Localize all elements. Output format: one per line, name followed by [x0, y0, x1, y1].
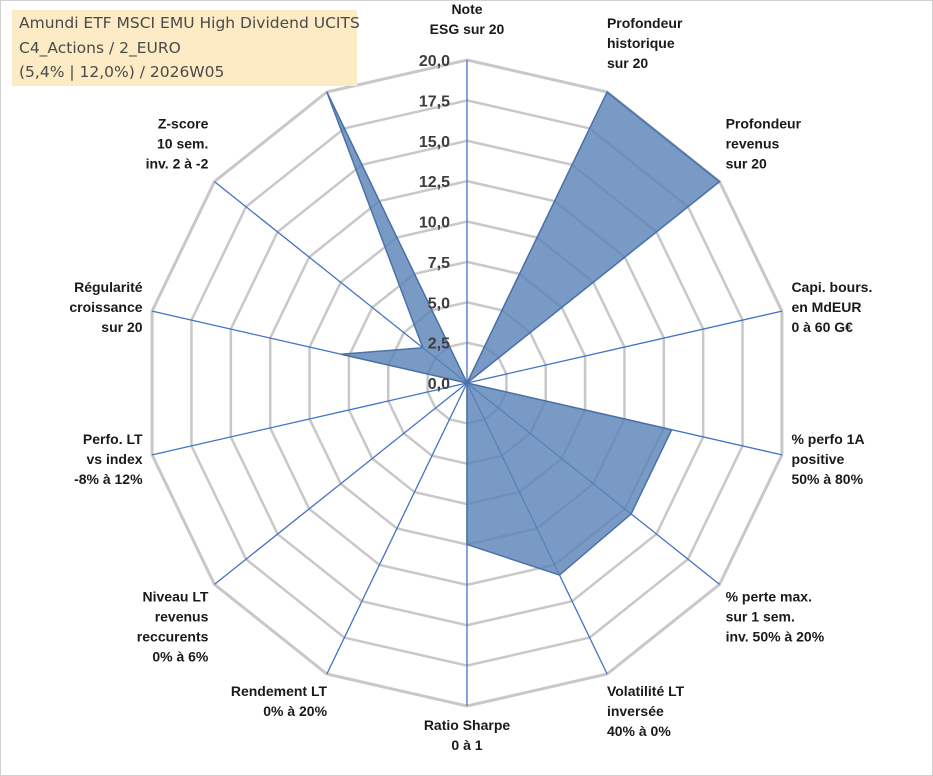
radar-tick-labels: 0,0 2,5 5,0 7,5 10,0 12,5 15,0 17,5 20,0: [419, 53, 450, 393]
axis-label-line: -8% à 12%: [74, 471, 143, 487]
axis-label: % perte max. sur 1 sem. inv. 50% à 20%: [726, 589, 825, 645]
axis-label-line: en MdEUR: [791, 299, 861, 315]
tick-label: 2,5: [428, 336, 450, 353]
tick-label: 7,5: [428, 255, 450, 272]
axis-label-line: Perfo. LT: [83, 431, 143, 447]
axis-label-line: sur 20: [101, 319, 142, 335]
axis-label-line: Rendement LT: [231, 683, 328, 699]
tick-label: 20,0: [419, 53, 450, 70]
axis-label-line: sur 20: [607, 55, 648, 71]
axis-label-line: revenus: [726, 135, 780, 151]
axis-label: Profondeur revenus sur 20: [726, 115, 802, 171]
axis-label-line: 40% à 0%: [607, 723, 671, 739]
tick-label: 5,0: [428, 295, 450, 312]
axis-label-line: Régularité: [74, 279, 143, 295]
fund-period: (5,4% | 12,0%) / 2026W05: [19, 63, 225, 81]
axis-label-line: 10 sem.: [157, 135, 208, 151]
fund-name: Amundi ETF MSCI EMU High Dividend UCITS: [19, 14, 360, 32]
axis-label-line: % perte max.: [726, 589, 812, 605]
axis-label-line: positive: [791, 451, 844, 467]
axis-label-line: historique: [607, 35, 675, 51]
axis-label-line: 0 à 1: [451, 737, 482, 753]
axis-label-line: inv. 2 à -2: [146, 155, 209, 171]
axis-spoke: [466, 310, 783, 384]
axis-spoke: [214, 382, 468, 585]
axis-label-line: Z-score: [158, 115, 209, 131]
axis-spoke: [326, 382, 468, 675]
axis-spoke: [151, 382, 468, 456]
axis-label: Profondeur historique sur 20: [607, 15, 683, 71]
axis-label-line: Profondeur: [726, 115, 802, 131]
radar-series: [326, 90, 721, 576]
axis-label-line: 50% à 80%: [791, 471, 863, 487]
axis-label-line: 0 à 60 G€: [791, 319, 853, 335]
axis-label: Note ESG sur 20: [430, 1, 505, 37]
axis-label-line: % perfo 1A: [791, 431, 864, 447]
axis-label: % perfo 1A positive 50% à 80%: [791, 431, 864, 487]
radar-axis-labels: Note ESG sur 20 Profondeur historique sur 20…: [69, 1, 872, 753]
axis-label-line: 0% à 20%: [263, 703, 327, 719]
axis-label-line: vs index: [87, 451, 143, 467]
fund-title-box: Amundi ETF MSCI EMU High Dividend UCITS …: [12, 10, 360, 86]
axis-label-line: revenus: [155, 609, 209, 625]
axis-label-line: Niveau LT: [143, 589, 209, 605]
axis-label-line: inv. 50% à 20%: [726, 629, 825, 645]
fund-category: C4_Actions / 2_EURO: [19, 39, 181, 57]
tick-label: 0,0: [428, 376, 450, 393]
axis-label: Rendement LT 0% à 20%: [231, 683, 328, 719]
tick-label: 10,0: [419, 215, 450, 232]
axis-label: Volatilité LT inversée 40% à 0%: [607, 683, 685, 739]
axis-label-line: ESG sur 20: [430, 21, 505, 37]
axis-label-line: inversée: [607, 703, 664, 719]
axis-label-line: 0% à 6%: [152, 649, 209, 665]
axis-label: Niveau LT revenus reccurents 0% à 6%: [137, 589, 209, 665]
axis-label: Capi. bours. en MdEUR 0 à 60 G€: [791, 279, 872, 335]
axis-label-line: Note: [451, 1, 482, 17]
axis-label-line: Profondeur: [607, 15, 683, 31]
axis-label: Z-score 10 sem. inv. 2 à -2: [146, 115, 209, 171]
axis-label-line: reccurents: [137, 629, 209, 645]
axis-label-line: Capi. bours.: [791, 279, 872, 295]
axis-label: Régularité croissance sur 20: [69, 279, 142, 335]
axis-label-line: sur 1 sem.: [726, 609, 795, 625]
axis-label-line: Ratio Sharpe: [424, 717, 511, 733]
axis-label: Perfo. LT vs index -8% à 12%: [74, 431, 143, 487]
tick-label: 12,5: [419, 174, 450, 191]
tick-label: 15,0: [419, 134, 450, 151]
axis-label-line: Volatilité LT: [607, 683, 685, 699]
tick-label: 17,5: [419, 93, 450, 110]
axis-label-line: croissance: [69, 299, 142, 315]
axis-label-line: sur 20: [726, 155, 767, 171]
axis-label: Ratio Sharpe 0 à 1: [424, 717, 511, 753]
